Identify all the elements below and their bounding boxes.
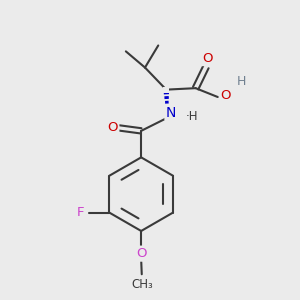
Text: N: N [166,106,176,120]
Text: O: O [107,121,118,134]
Text: O: O [136,247,146,260]
Text: O: O [202,52,213,64]
Text: CH₃: CH₃ [131,278,153,291]
Text: ·H: ·H [186,110,198,123]
Text: O: O [221,89,231,102]
Text: F: F [77,206,84,219]
Bar [163,87,169,93]
Text: H: H [237,75,247,88]
